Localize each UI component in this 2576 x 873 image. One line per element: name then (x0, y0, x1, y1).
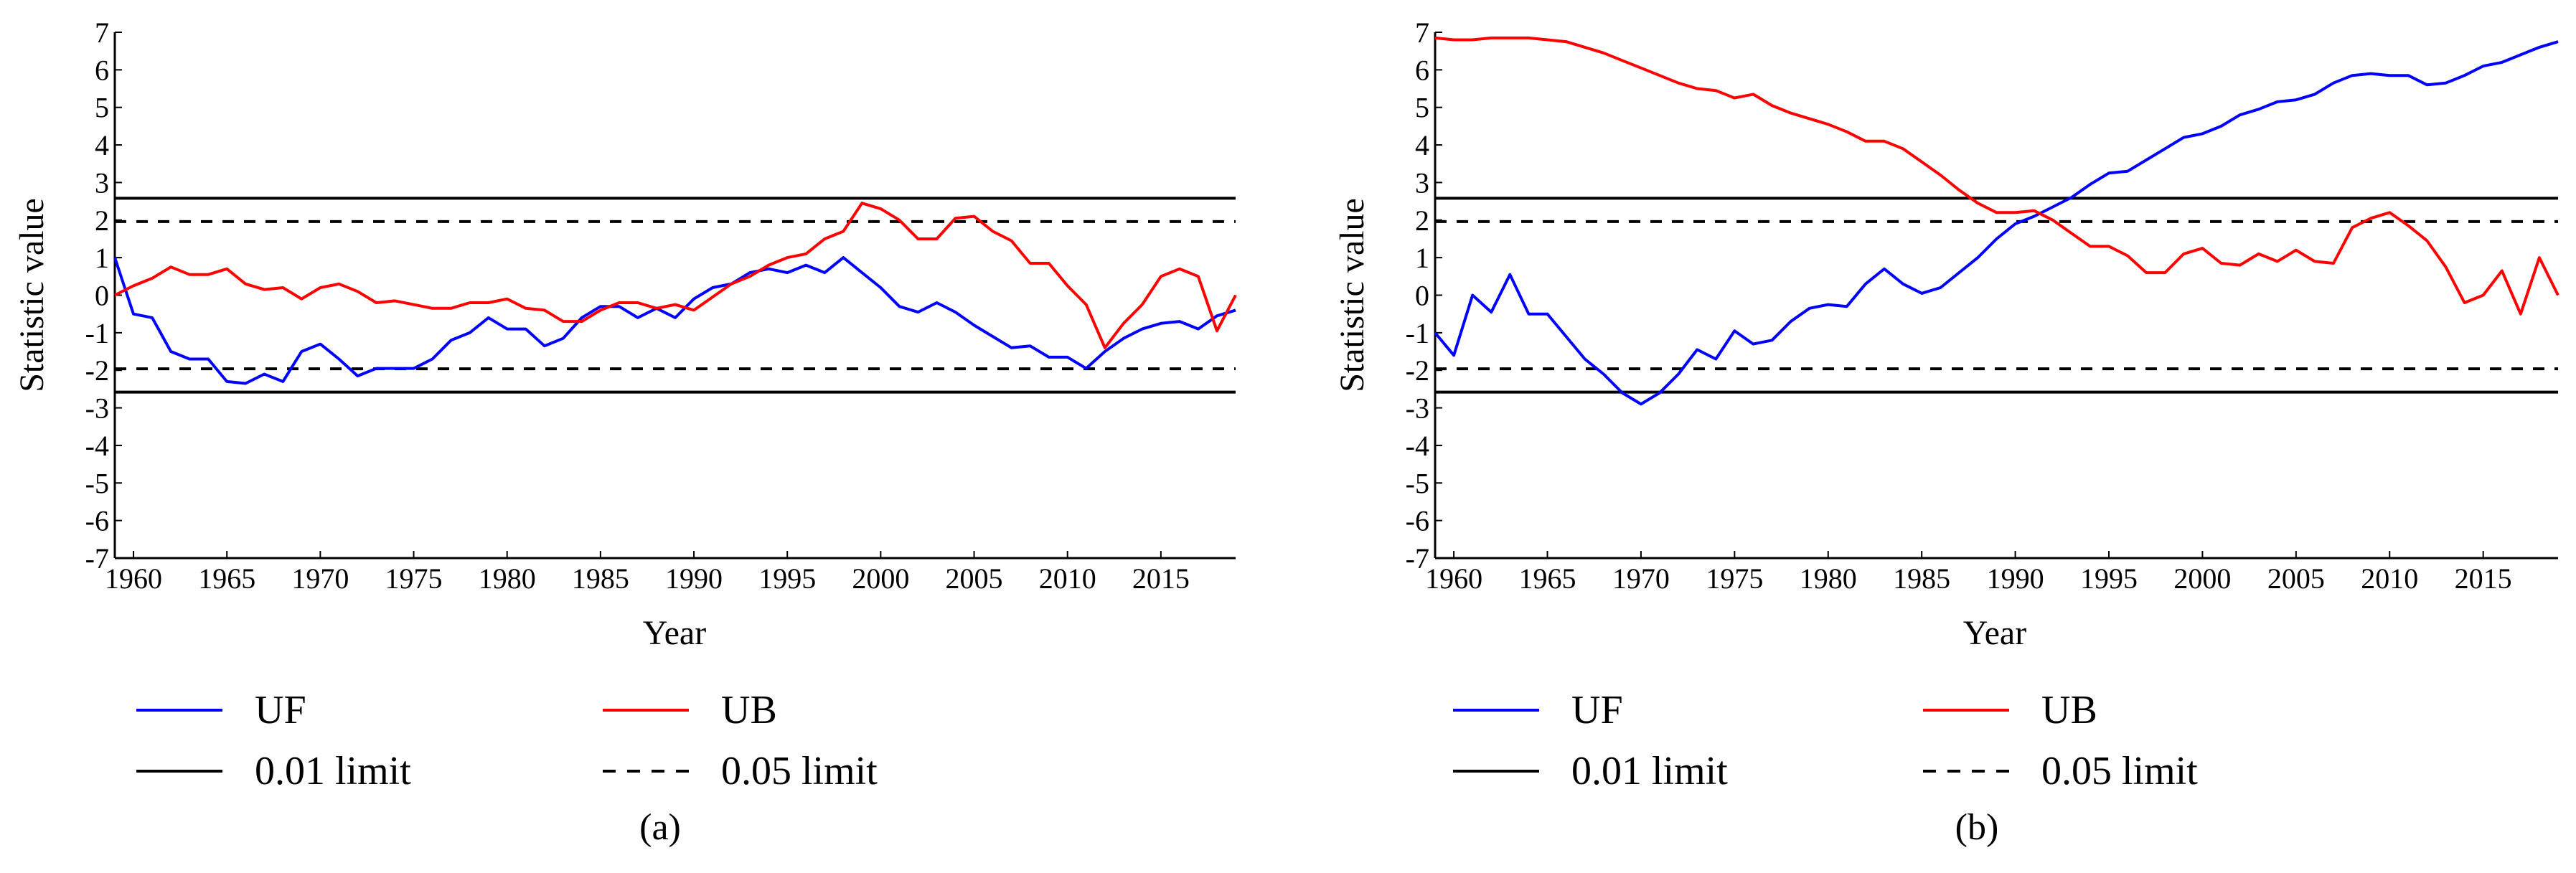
y-tick-label: 7 (1415, 16, 1429, 49)
y-tick-label: 6 (95, 54, 109, 86)
y-tick-label: -4 (1406, 430, 1429, 462)
panel-caption: (a) (639, 807, 681, 848)
x-tick-label: 2005 (2267, 562, 2325, 595)
chart-panel-a: -7 -6 -5 -4 -3 -2 -1 0 1 2 3 4 5 6 7 1960 1965 1970 1975 19… (13, 16, 1237, 848)
y-tick-label: -5 (85, 467, 109, 499)
x-tick-label: 1980 (479, 562, 536, 595)
y-tick-label: 2 (1415, 204, 1429, 237)
y-axis-title: Statistic value (1333, 198, 1371, 392)
y-tick-label: 0 (95, 280, 109, 312)
legend-label: UB (721, 688, 777, 732)
y-tick-label: -3 (1406, 392, 1429, 425)
legend-label: 0.05 limit (721, 749, 878, 793)
legend-label: UF (255, 688, 306, 732)
y-tick-label: 1 (1415, 242, 1429, 274)
y-tick-label: 3 (95, 166, 109, 199)
y-tick-label: 2 (95, 204, 109, 237)
x-tick-label: 2015 (2455, 562, 2512, 595)
y-tick-label: 5 (95, 92, 109, 124)
x-tick-label: 1965 (1519, 562, 1576, 595)
x-tick-label: 1970 (1612, 562, 1670, 595)
y-tick-label: -6 (85, 505, 109, 537)
x-tick-label: 1975 (385, 562, 443, 595)
x-tick-label: 1965 (198, 562, 255, 595)
y-tick-label: 3 (1415, 166, 1429, 199)
series-line-uf (1434, 40, 2559, 406)
x-tick-label: 2015 (1132, 562, 1190, 595)
x-tick-label: 1960 (105, 562, 162, 595)
legend-label: UB (2041, 688, 2097, 732)
y-tick-label: 5 (1415, 92, 1429, 124)
x-tick-label: 1960 (1425, 562, 1482, 595)
y-tick-label: -2 (85, 354, 109, 387)
x-tick-label: 1985 (1893, 562, 1950, 595)
x-tick-label: 1985 (572, 562, 629, 595)
y-tick-label: -7 (85, 542, 109, 575)
y-tick-label: 4 (1415, 129, 1429, 161)
x-tick-label: 1990 (665, 562, 723, 595)
series-line-ub (114, 202, 1237, 349)
y-tick-label: -4 (85, 430, 109, 462)
legend-label: 0.01 limit (1571, 749, 1728, 793)
y-tick-label: -2 (1406, 354, 1429, 387)
y-tick-label: 6 (1415, 54, 1429, 86)
legend-label: UF (1571, 688, 1623, 732)
y-tick-label: -5 (1406, 467, 1429, 499)
series-line-ub (1434, 36, 2559, 316)
x-tick-label: 1995 (2080, 562, 2138, 595)
y-axis-title: Statistic value (13, 198, 51, 392)
x-tick-label: 2000 (2173, 562, 2231, 595)
y-tick-label: 0 (1415, 280, 1429, 312)
x-tick-label: 1975 (1706, 562, 1763, 595)
x-axis-title: Year (1963, 614, 2026, 652)
y-tick-label: -1 (85, 317, 109, 349)
y-tick-label: -6 (1406, 505, 1429, 537)
y-tick-label: -7 (1406, 542, 1429, 575)
y-tick-label: 1 (95, 242, 109, 274)
x-tick-label: 2005 (946, 562, 1003, 595)
x-tick-label: 1980 (1800, 562, 1857, 595)
chart-panel-b: -7 -6 -5 -4 -3 -2 -1 0 1 2 3 4 5 6 7 1960 1965 1970 1975 19… (1333, 16, 2559, 848)
legend-label: 0.05 limit (2041, 749, 2198, 793)
y-tick-label: 4 (95, 129, 109, 161)
x-tick-label: 2010 (1039, 562, 1096, 595)
legend-label: 0.01 limit (255, 749, 411, 793)
y-tick-label: 7 (95, 16, 109, 49)
panel-caption: (b) (1955, 807, 1999, 848)
y-tick-label: -3 (85, 392, 109, 425)
x-tick-label: 1995 (758, 562, 816, 595)
x-tick-label: 1990 (1987, 562, 2044, 595)
x-tick-label: 1970 (291, 562, 349, 595)
y-tick-label: -1 (1406, 317, 1429, 349)
x-axis-title: Year (643, 614, 706, 652)
x-tick-label: 2010 (2361, 562, 2418, 595)
series-line-uf (113, 256, 1236, 385)
x-tick-label: 2000 (852, 562, 909, 595)
